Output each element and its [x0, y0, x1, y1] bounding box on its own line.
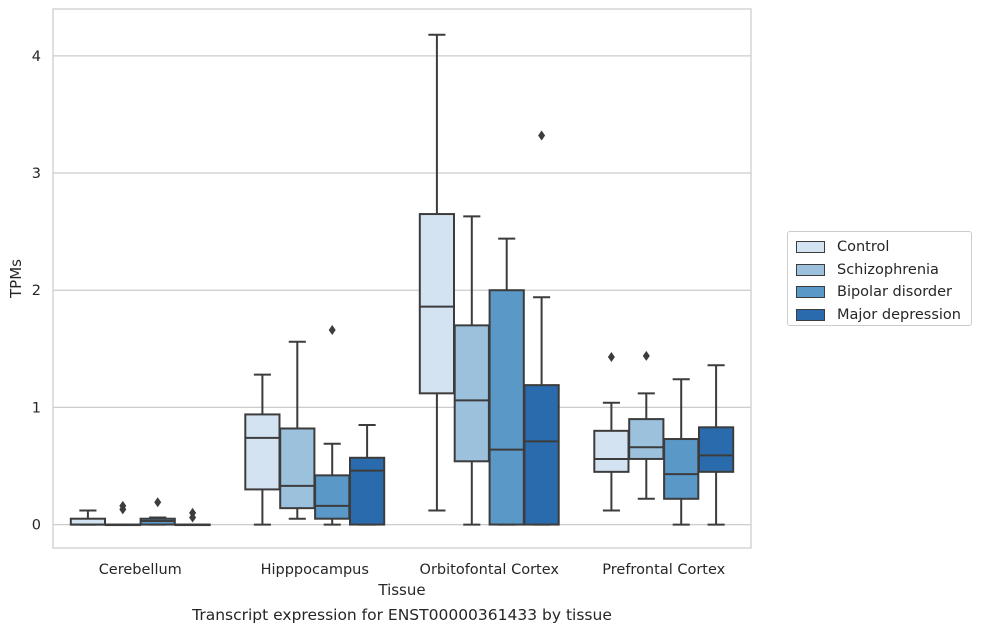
outlier-point	[642, 350, 650, 361]
box	[418, 213, 456, 395]
legend-swatch	[796, 263, 825, 276]
y-tick-label: 0	[32, 518, 41, 534]
box	[488, 289, 525, 526]
legend-swatch	[796, 241, 825, 254]
box-group	[244, 373, 281, 526]
box-plot-series	[69, 33, 735, 527]
box-group	[697, 364, 735, 526]
plot-frame	[52, 8, 752, 549]
outlier-point	[607, 352, 615, 363]
box-group	[174, 507, 211, 527]
box-group	[453, 215, 490, 526]
box-group	[523, 130, 560, 526]
legend-label: Bipolar disorder	[837, 284, 952, 301]
legend-swatch	[796, 286, 825, 299]
box	[628, 418, 665, 460]
grid-lines	[53, 55, 751, 526]
outlier-point	[328, 325, 336, 336]
y-axis-ticks: 0 1 2 3 4	[32, 49, 41, 534]
box	[453, 324, 490, 463]
chart-caption: Transcript expression for ENST0000036143…	[192, 606, 612, 624]
box-group	[279, 340, 316, 520]
outlier-point	[154, 497, 162, 508]
box	[697, 426, 735, 473]
legend-item-major-depression: Major depression	[792, 304, 971, 327]
x-tick-label: Prefrontal Cortex	[602, 562, 725, 578]
box-group	[628, 350, 665, 500]
y-tick-label: 2	[32, 283, 41, 299]
box-group	[663, 378, 700, 526]
x-tick-label: Orbitofontal Cortex	[420, 562, 560, 578]
outlier-point	[538, 130, 546, 141]
y-tick-label: 4	[32, 49, 41, 65]
box	[244, 413, 281, 491]
box-group	[488, 237, 525, 526]
x-tick-label: Cerebellum	[99, 562, 182, 578]
y-tick-label: 3	[32, 166, 41, 182]
box	[348, 456, 386, 526]
box	[593, 429, 630, 473]
box-group	[593, 352, 630, 512]
y-tick-label: 1	[32, 400, 41, 416]
outlier-point	[119, 500, 127, 511]
box	[663, 438, 700, 500]
legend-label: Schizophrenia	[837, 261, 939, 278]
x-axis-ticks: Cerebellum Hipppocampus Orbitofontal Corte…	[99, 562, 726, 578]
box-group	[139, 497, 176, 526]
box-group	[314, 325, 351, 526]
outlier-point	[189, 507, 197, 518]
legend: Control Schizophrenia Bipolar disorder M…	[787, 231, 972, 326]
legend-item-control: Control	[792, 236, 971, 259]
box-group	[104, 500, 141, 527]
box	[523, 384, 560, 526]
box	[314, 474, 351, 520]
legend-label: Major depression	[837, 306, 961, 323]
box-group	[418, 33, 456, 512]
box	[279, 427, 316, 510]
y-axis-title: TPMs	[7, 259, 25, 299]
legend-swatch	[796, 308, 825, 321]
legend-item-schizophrenia: Schizophrenia	[792, 259, 971, 282]
legend-item-bipolar-disorder: Bipolar disorder	[792, 281, 971, 304]
box-group	[348, 423, 386, 526]
x-axis-title: Tissue	[377, 581, 425, 599]
legend-label: Control	[837, 239, 890, 256]
x-tick-label: Hipppocampus	[261, 562, 369, 578]
box-group	[69, 509, 107, 526]
